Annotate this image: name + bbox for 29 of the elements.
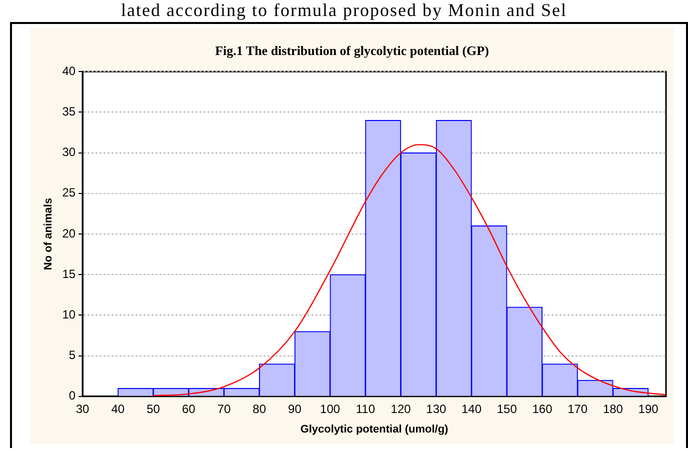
y-tick-label: 5 (68, 348, 76, 362)
y-tick-label: 20 (62, 226, 76, 240)
x-tick-label: 160 (532, 402, 553, 416)
x-tick-label: 90 (288, 402, 302, 416)
x-tick-label: 140 (462, 402, 482, 416)
x-tick-label: 120 (390, 402, 412, 416)
x-tick-label: 170 (568, 402, 588, 416)
text: lated according to formula proposed by Monin and Sel (120, 0, 568, 20)
x-axis-title: Glycolytic potential (umol/g) (300, 423, 449, 436)
y-tick-label: 35 (62, 104, 76, 119)
y-tick-label: 30 (62, 145, 76, 160)
x-tick-label: 70 (217, 402, 231, 416)
x-tick-label: 150 (496, 402, 518, 416)
x-tick-label: 50 (146, 402, 160, 416)
x-tick-label: 80 (252, 402, 266, 416)
y-axis-title: No of animals (42, 198, 55, 270)
y-tick-label: 25 (62, 186, 76, 200)
x-tick-label: 180 (602, 402, 624, 416)
x-tick-label: 60 (182, 402, 196, 416)
x-tick-label: 100 (320, 402, 340, 416)
y-tick-label: 10 (62, 308, 76, 322)
y-tick-label: 15 (62, 266, 76, 281)
x-tick-label: 190 (638, 402, 659, 416)
x-tick-label: 130 (426, 402, 446, 416)
y-tick-label: 40 (62, 64, 76, 78)
x-tick-label: 40 (111, 402, 125, 416)
x-tick-label: 110 (356, 402, 376, 416)
y-tick-label: 0 (68, 388, 76, 403)
chart-title: Fig.1 The distribution of glycolytic potential (GP) (215, 43, 489, 58)
